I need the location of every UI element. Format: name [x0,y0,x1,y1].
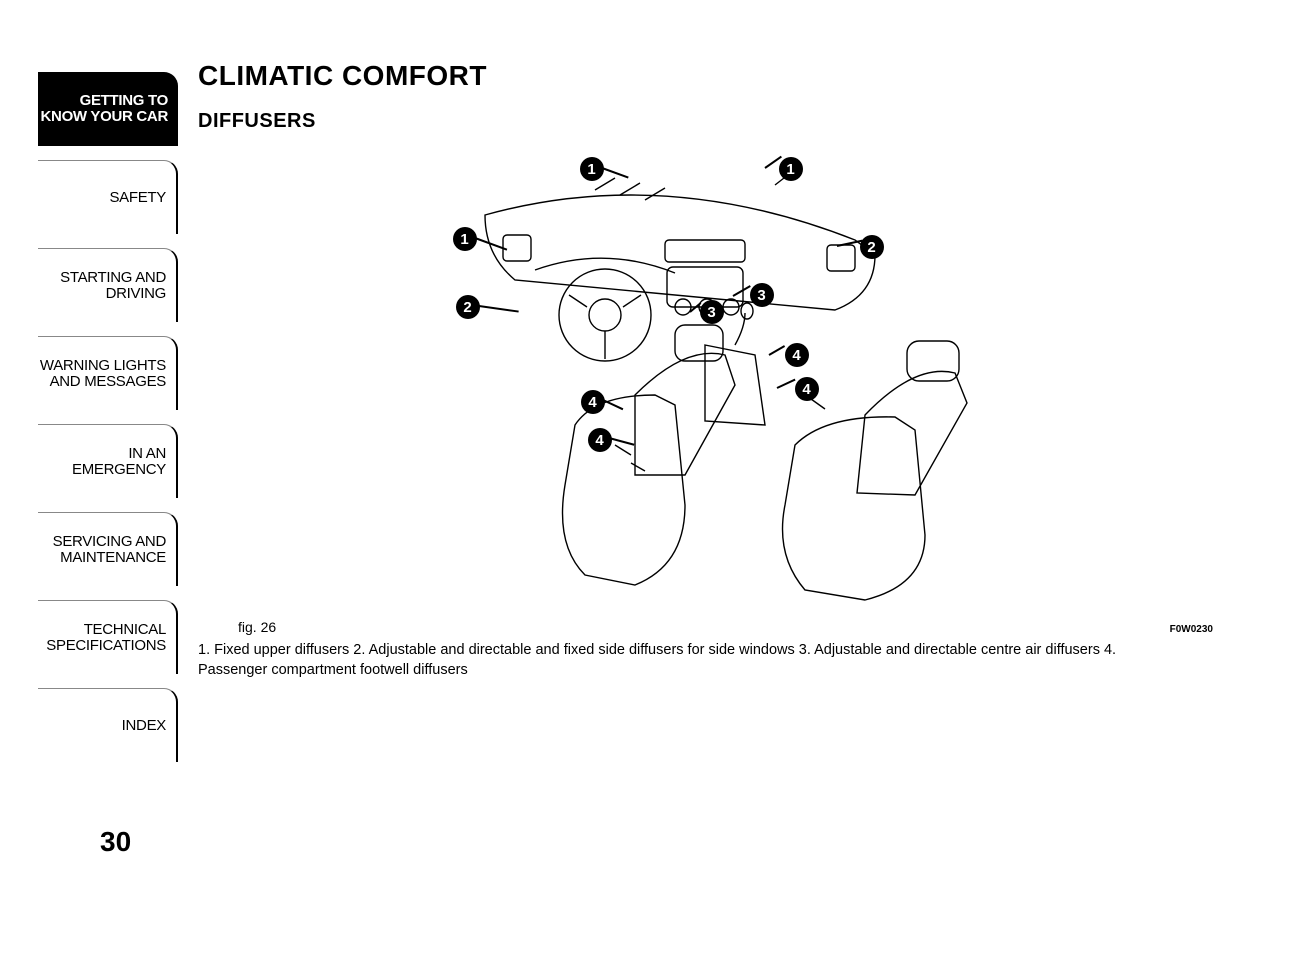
tab-label-line2: SPECIFICATIONS [46,638,166,654]
tab-emergency[interactable]: IN AN EMERGENCY [38,424,178,498]
page-number: 30 [100,826,131,858]
tab-label-line1: GETTING TO [80,93,168,109]
callout-1: 1 [453,227,477,251]
section-heading: DIFFUSERS [198,110,1231,133]
tab-label-line2: IN AN EMERGENCY [38,446,166,478]
figure-legend: 1. Fixed upper diffusers 2. Adjustable a… [198,641,1178,680]
tab-starting-driving[interactable]: STARTING AND DRIVING [38,248,178,322]
figure-label: fig. 26 [238,619,276,635]
callout-2: 2 [860,235,884,259]
callout-2: 2 [456,295,480,319]
tab-label-line2: MAINTENANCE [60,550,166,566]
callout-4: 4 [581,390,605,414]
tab-servicing[interactable]: SERVICING AND MAINTENANCE [38,512,178,586]
tab-label-line2: DRIVING [106,286,166,302]
callout-4: 4 [785,343,809,367]
manual-page: GETTING TO KNOW YOUR CAR SAFETY STARTING… [0,0,1291,954]
tab-label-line2: INDEX [122,718,166,734]
content-area: CLIMATIC COMFORT DIFFUSERS [198,60,1231,680]
callout-4: 4 [795,377,819,401]
diffusers-figure: 1 1 1 2 2 3 3 4 4 4 4 [235,145,1195,615]
callout-1: 1 [580,157,604,181]
tab-label-line1: SERVICING AND [53,534,166,550]
tab-index[interactable]: INDEX [38,688,178,762]
callout-4: 4 [588,428,612,452]
tab-safety[interactable]: SAFETY [38,160,178,234]
section-tabs: GETTING TO KNOW YOUR CAR SAFETY STARTING… [38,72,178,776]
figure-caption-row: fig. 26 F0W0230 [198,619,1231,635]
tab-label-line2: AND MESSAGES [50,374,166,390]
callout-3: 3 [750,283,774,307]
tab-label-line1: WARNING LIGHTS [40,358,166,374]
callout-1: 1 [779,157,803,181]
tab-label-line2: KNOW YOUR CAR [41,109,169,125]
figure-code: F0W0230 [1170,624,1213,635]
tab-getting-to-know[interactable]: GETTING TO KNOW YOUR CAR [38,72,178,146]
tab-warning-lights[interactable]: WARNING LIGHTS AND MESSAGES [38,336,178,410]
tab-label-line1: TECHNICAL [84,622,166,638]
callout-3: 3 [700,300,724,324]
dashboard-illustration [235,145,1195,615]
tab-label-line1: STARTING AND [60,270,166,286]
tab-technical[interactable]: TECHNICAL SPECIFICATIONS [38,600,178,674]
page-title: CLIMATIC COMFORT [198,60,1231,92]
tab-label-line2: SAFETY [109,190,166,206]
